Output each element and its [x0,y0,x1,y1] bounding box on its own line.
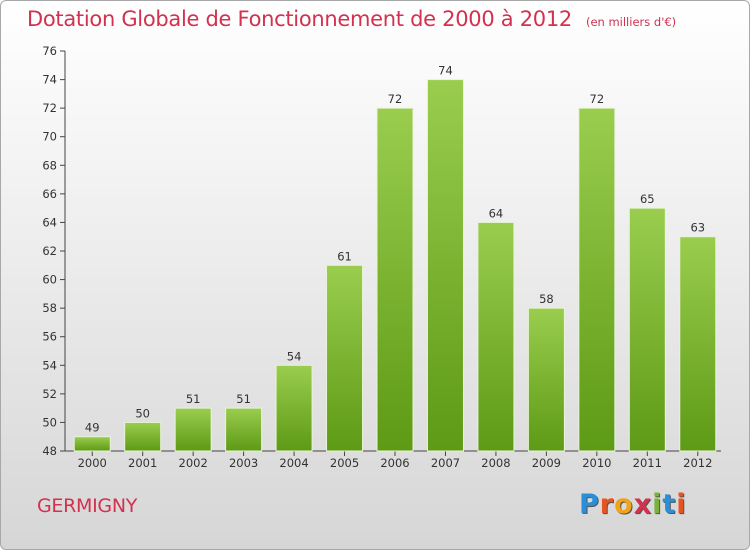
logo-letter: P [579,489,600,520]
x-axis: 2000 2001 2002 2003 2004 2005 2006 2007 2008 2009… [65,450,721,470]
logo-letter: i [652,489,663,520]
bar [679,236,717,452]
x-tick-label: 2002 [179,456,208,470]
bar-value-label: 49 [85,421,100,435]
bar-value-label: 61 [337,249,352,263]
y-tick-label: 52 [42,387,57,401]
bar [578,107,616,452]
x-tick-label: 2011 [633,456,662,470]
data-labels: 49 50 51 51 54 61 72 74 64 58 72 65 63 [85,64,705,435]
y-tick-label: 48 [42,444,57,458]
bar-value-label: 65 [640,192,655,206]
y-tick-label: 68 [42,158,57,172]
y-tick-label: 76 [42,44,57,58]
y-axis: 48 50 52 54 56 58 60 62 64 66 68 70 72 74 76 [42,44,66,458]
bar [275,364,313,452]
x-tick-label: 2000 [78,456,107,470]
x-tick-label: 2005 [330,456,359,470]
logo-letter: o [614,489,634,520]
bar [73,436,111,452]
bar [225,407,263,452]
logo-letter: t [662,489,677,520]
y-tick-label: 72 [42,101,57,115]
x-tick-label: 2004 [279,456,308,470]
bar [628,207,666,452]
logo-letter: x [633,489,653,520]
chart-unit: (en milliers d'€) [585,15,677,29]
proxiti-logo[interactable]: Proxiti [579,489,687,520]
commune-name: GERMIGNY [37,495,138,517]
x-tick-label: 2009 [532,456,561,470]
y-tick-label: 50 [42,415,57,429]
x-tick-label: 2007 [431,456,460,470]
bar-value-label: 63 [690,221,705,235]
bar-value-label: 51 [236,392,251,406]
y-tick-label: 66 [42,187,57,201]
x-tick-label: 2001 [128,456,157,470]
bar [426,79,464,452]
bar [326,264,364,452]
y-tick-label: 64 [42,215,57,229]
chart-title-text: Dotation Globale de Fonctionnement de 20… [27,7,572,31]
bar-value-label: 64 [489,206,504,220]
y-tick-label: 58 [42,301,57,315]
x-tick-label: 2006 [380,456,409,470]
x-tick-label: 2003 [229,456,258,470]
bar-value-label: 54 [287,349,302,363]
y-tick-label: 60 [42,273,57,287]
bar-value-label: 58 [539,292,554,306]
y-tick-label: 70 [42,130,57,144]
x-tick-label: 2008 [481,456,510,470]
bar-value-label: 50 [135,406,150,420]
bar-value-label: 51 [186,392,201,406]
bar-value-label: 72 [388,92,403,106]
chart-title: Dotation Globale de Fonctionnement de 20… [27,7,676,31]
x-tick-label: 2012 [683,456,712,470]
bars [73,79,717,452]
y-tick-label: 56 [42,330,57,344]
bar-value-label: 72 [590,92,605,106]
y-tick-label: 62 [42,244,57,258]
bar [527,307,565,452]
y-tick-label: 74 [42,73,57,87]
bar [124,421,162,452]
bar [174,407,212,452]
x-tick-label: 2010 [582,456,611,470]
y-tick-label: 54 [42,358,57,372]
bar-value-label: 74 [438,64,453,78]
bar [376,107,414,452]
logo-letter: r [599,489,615,520]
bar [477,221,515,452]
logo-letter: i [676,489,687,520]
